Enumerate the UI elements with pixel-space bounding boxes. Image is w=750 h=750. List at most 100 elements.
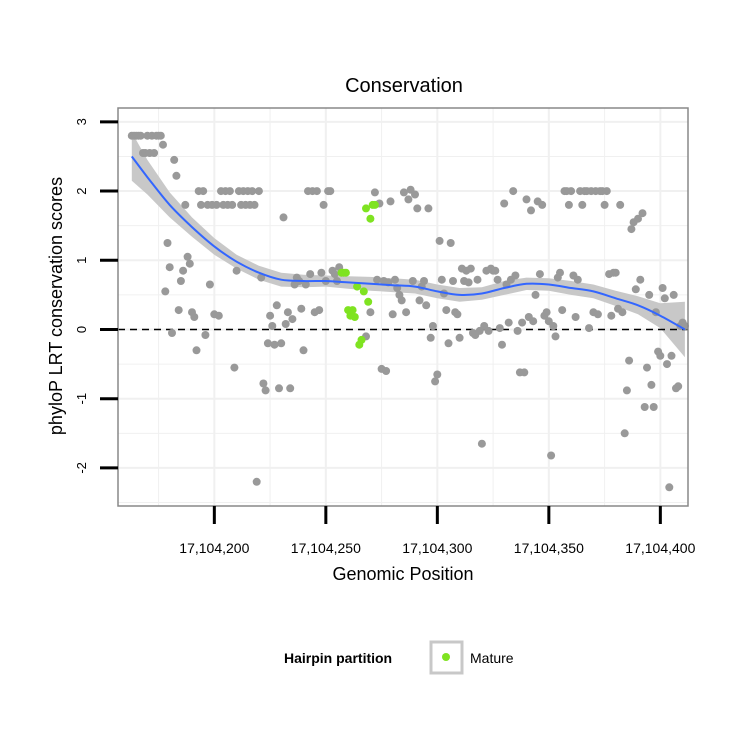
point-other: [185, 259, 194, 268]
point-other: [232, 266, 241, 275]
point-other: [498, 340, 506, 349]
point-other: [493, 275, 502, 284]
point-other: [366, 308, 375, 317]
point-other: [212, 200, 221, 209]
points-mature: [337, 200, 379, 349]
point-other: [257, 273, 266, 282]
point-other: [252, 477, 261, 486]
point-other: [602, 187, 611, 196]
point-other: [495, 324, 504, 333]
y-tick-label: 3: [74, 118, 89, 125]
point-other: [500, 199, 509, 208]
point-other: [656, 351, 665, 360]
point-other: [542, 308, 551, 317]
chart-title: Conservation: [345, 75, 463, 97]
point-other: [413, 204, 422, 213]
point-other: [248, 187, 257, 196]
point-other: [277, 339, 286, 348]
point-other: [270, 340, 279, 349]
point-other: [643, 363, 651, 372]
point-other: [444, 339, 453, 348]
point-other: [428, 322, 437, 330]
x-axis: 17,104,200 17,104,250 17,104,300 17,104,350…: [179, 506, 696, 556]
legend: Hairpin partition Mature: [284, 640, 514, 675]
point-other: [250, 200, 259, 209]
point-other: [527, 206, 535, 215]
point-other: [520, 368, 529, 377]
y-tick-label: 0: [74, 326, 89, 333]
point-other: [616, 200, 625, 209]
point-other: [649, 403, 658, 411]
point-other: [382, 367, 391, 375]
point-other: [297, 304, 306, 313]
y-axis: -2 -1 0 1 2 3: [74, 118, 118, 474]
point-mature: [341, 268, 350, 277]
point-other: [431, 377, 440, 386]
point-other: [266, 311, 275, 320]
point-other: [634, 214, 642, 223]
point-other: [201, 331, 210, 339]
point-other: [564, 200, 573, 209]
point-other: [230, 363, 239, 372]
point-other: [669, 290, 678, 299]
point-other: [283, 308, 292, 317]
point-other: [435, 236, 444, 245]
point-mature: [370, 200, 379, 209]
point-other: [254, 187, 263, 196]
point-other: [306, 270, 315, 279]
point-other: [163, 239, 172, 247]
point-other: [518, 318, 527, 327]
point-other: [402, 308, 411, 317]
point-other: [397, 296, 406, 305]
point-other: [299, 346, 308, 355]
legend-title: Hairpin partition: [284, 650, 392, 666]
panel-frame: [117, 107, 689, 507]
point-other: [578, 200, 587, 209]
y-tick-label: 2: [74, 187, 89, 194]
point-other: [199, 187, 208, 196]
point-other: [228, 200, 237, 209]
y-tick-label: -1: [74, 393, 89, 405]
point-other: [408, 277, 417, 285]
point-other: [174, 306, 183, 315]
point-other: [622, 386, 631, 395]
point-mature: [359, 287, 368, 296]
point-other: [214, 311, 223, 320]
point-other: [319, 200, 328, 209]
legend-key-mature: [442, 653, 450, 661]
point-other: [165, 263, 174, 272]
point-other: [558, 306, 567, 315]
plot-panel: [118, 108, 688, 506]
point-other: [647, 380, 656, 389]
x-axis-label: Genomic Position: [332, 564, 473, 584]
y-tick-label: -2: [74, 462, 89, 474]
point-other: [531, 290, 540, 299]
point-other: [573, 275, 582, 284]
point-other: [663, 360, 671, 369]
point-mature: [350, 313, 359, 321]
point-other: [509, 187, 518, 196]
point-other: [156, 131, 165, 140]
point-other: [281, 320, 290, 328]
point-other: [593, 310, 602, 319]
point-other: [404, 195, 413, 204]
point-other: [529, 317, 538, 326]
x-tick-label: 17,104,300: [402, 540, 472, 556]
point-other: [607, 311, 616, 320]
point-other: [330, 270, 339, 279]
x-tick-label: 17,104,250: [291, 540, 361, 556]
point-other: [136, 131, 145, 140]
point-other: [627, 225, 636, 234]
point-other: [665, 483, 674, 492]
point-other: [190, 313, 199, 321]
point-other: [636, 275, 645, 284]
point-other: [426, 333, 435, 342]
point-other: [172, 171, 181, 180]
point-other: [301, 280, 310, 289]
point-mature: [348, 306, 357, 315]
point-other: [437, 275, 446, 284]
point-mature: [364, 297, 373, 306]
point-other: [455, 333, 464, 342]
point-other: [473, 275, 482, 284]
